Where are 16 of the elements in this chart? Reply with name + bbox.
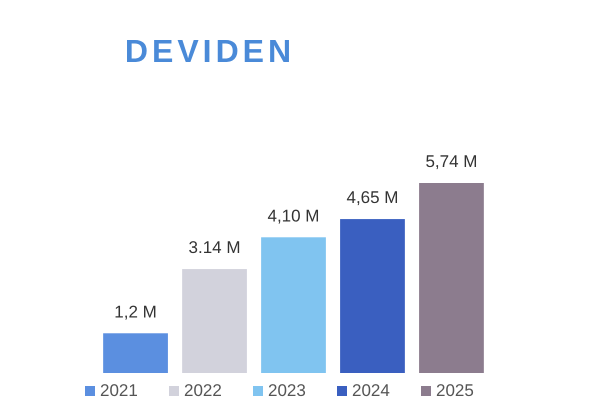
bar — [261, 237, 326, 373]
data-label: 4,65 M — [346, 188, 398, 208]
legend-label: 2024 — [352, 381, 390, 400]
data-label: 1,2 M — [114, 302, 157, 322]
legend-label: 2025 — [436, 381, 474, 400]
legend-label: 2022 — [184, 381, 222, 400]
data-label: 4,10 M — [268, 206, 320, 226]
bar — [182, 269, 247, 373]
data-label: 5,74 M — [425, 152, 478, 171]
bar — [419, 183, 484, 373]
bar — [340, 219, 405, 373]
legend-label: 2023 — [268, 381, 306, 400]
chart-title: DEVIDEN — [124, 33, 296, 69]
legend-label: 2021 — [100, 381, 138, 400]
data-label: 3.14 M — [188, 238, 241, 258]
bar — [103, 333, 168, 373]
